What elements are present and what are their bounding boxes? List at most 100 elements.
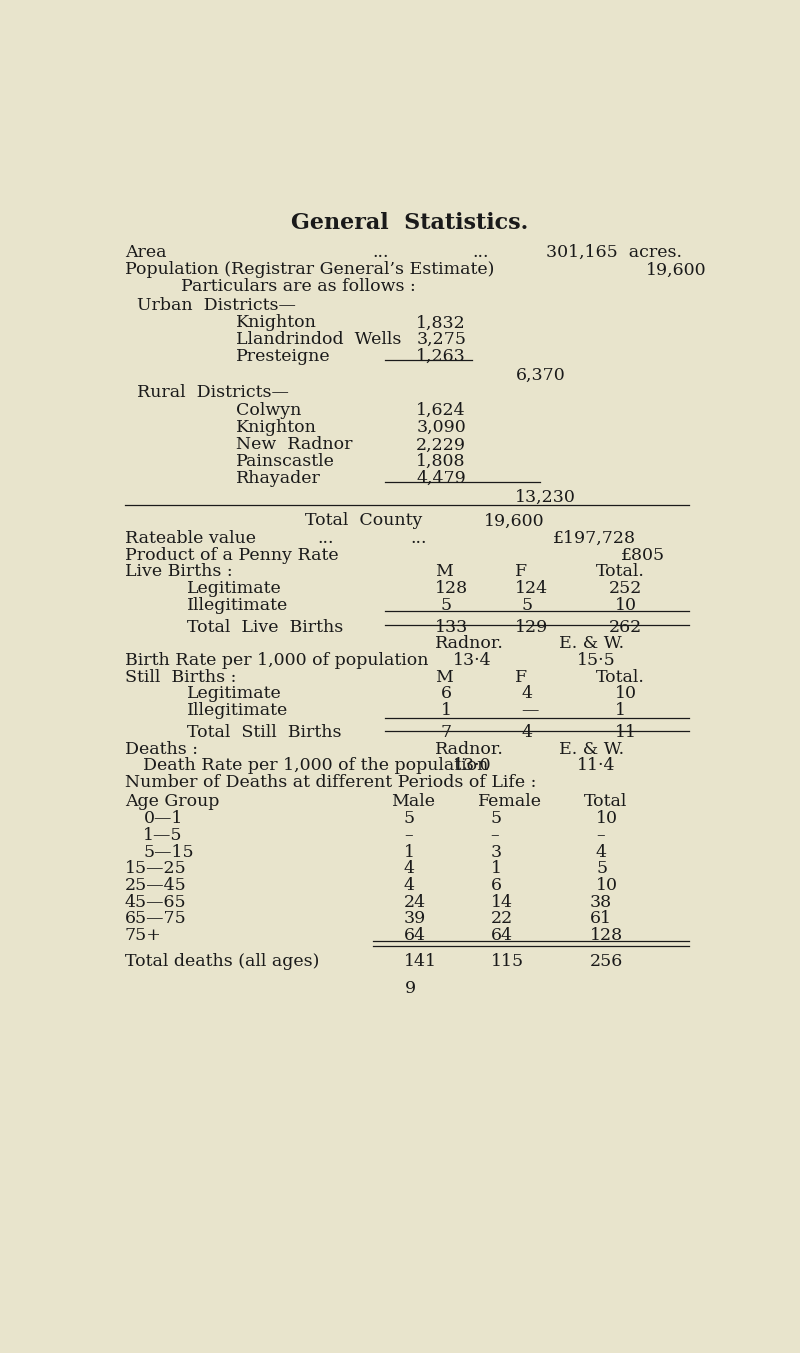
Text: 1,263: 1,263: [416, 348, 466, 365]
Text: 10: 10: [596, 877, 618, 894]
Text: Illegitimate: Illegitimate: [187, 597, 288, 614]
Text: Legitimate: Legitimate: [187, 580, 282, 597]
Text: Birth Rate per 1,000 of population: Birth Rate per 1,000 of population: [125, 652, 428, 668]
Text: New  Radnor: New Radnor: [237, 437, 353, 453]
Text: 6: 6: [490, 877, 502, 894]
Text: 5: 5: [441, 597, 452, 614]
Text: 5: 5: [596, 861, 607, 877]
Text: Death Rate per 1,000 of the population: Death Rate per 1,000 of the population: [143, 758, 489, 774]
Text: Total deaths (all ages): Total deaths (all ages): [125, 953, 319, 970]
Text: Total.: Total.: [596, 668, 645, 686]
Text: 3: 3: [490, 844, 502, 861]
Text: —: —: [522, 702, 539, 718]
Text: 301,165  acres.: 301,165 acres.: [546, 244, 682, 261]
Text: 11·4: 11·4: [578, 758, 616, 774]
Text: –: –: [596, 827, 605, 844]
Text: 1: 1: [490, 861, 502, 877]
Text: 256: 256: [590, 953, 623, 970]
Text: £805: £805: [621, 547, 665, 564]
Text: Male: Male: [391, 793, 435, 809]
Text: 9: 9: [405, 980, 415, 997]
Text: Rural  Districts—: Rural Districts—: [138, 384, 289, 402]
Text: M: M: [435, 563, 453, 580]
Text: 0—1: 0—1: [143, 810, 182, 828]
Text: 115: 115: [490, 953, 524, 970]
Text: 4: 4: [404, 877, 415, 894]
Text: 4: 4: [596, 844, 607, 861]
Text: Rhayader: Rhayader: [237, 469, 322, 487]
Text: 1,624: 1,624: [416, 402, 466, 419]
Text: Colwyn: Colwyn: [237, 402, 302, 419]
Text: 1—5: 1—5: [143, 827, 183, 844]
Text: Total  Still  Births: Total Still Births: [187, 724, 342, 741]
Text: Female: Female: [478, 793, 542, 809]
Text: 4,479: 4,479: [416, 469, 466, 487]
Text: Population (Registrar General’s Estimate): Population (Registrar General’s Estimate…: [125, 261, 494, 279]
Text: 13·4: 13·4: [454, 652, 492, 668]
Text: 13,230: 13,230: [515, 488, 576, 506]
Text: 1: 1: [614, 702, 626, 718]
Text: –: –: [490, 827, 499, 844]
Text: E. & W.: E. & W.: [558, 740, 624, 758]
Text: 11: 11: [614, 724, 637, 741]
Text: 10: 10: [614, 686, 637, 702]
Text: 24: 24: [404, 894, 426, 911]
Text: 14: 14: [490, 894, 513, 911]
Text: M: M: [435, 668, 453, 686]
Text: 4: 4: [404, 861, 415, 877]
Text: ...: ...: [317, 530, 334, 547]
Text: Radnor.: Radnor.: [435, 740, 504, 758]
Text: 19,600: 19,600: [485, 513, 545, 529]
Text: 133: 133: [435, 618, 468, 636]
Text: E. & W.: E. & W.: [558, 636, 624, 652]
Text: 3,275: 3,275: [416, 331, 466, 348]
Text: 5: 5: [522, 597, 533, 614]
Text: 7: 7: [441, 724, 452, 741]
Text: Knighton: Knighton: [237, 418, 318, 436]
Text: Illegitimate: Illegitimate: [187, 702, 288, 718]
Text: Total  County: Total County: [305, 513, 422, 529]
Text: ...: ...: [472, 244, 489, 261]
Text: Knighton: Knighton: [237, 314, 318, 331]
Text: £197,728: £197,728: [553, 530, 635, 547]
Text: 4: 4: [522, 686, 533, 702]
Text: 3,090: 3,090: [416, 418, 466, 436]
Text: 22: 22: [490, 911, 513, 927]
Text: Presteigne: Presteigne: [237, 348, 331, 365]
Text: 15—25: 15—25: [125, 861, 186, 877]
Text: 61: 61: [590, 911, 612, 927]
Text: General  Statistics.: General Statistics.: [291, 212, 529, 234]
Text: 45—65: 45—65: [125, 894, 186, 911]
Text: Urban  Districts—: Urban Districts—: [138, 296, 296, 314]
Text: 13·0: 13·0: [454, 758, 492, 774]
Text: 25—45: 25—45: [125, 877, 186, 894]
Text: F: F: [515, 563, 527, 580]
Text: 128: 128: [590, 927, 623, 944]
Text: Area: Area: [125, 244, 166, 261]
Text: Number of Deaths at different Periods of Life :: Number of Deaths at different Periods of…: [125, 774, 536, 792]
Text: 1,832: 1,832: [416, 314, 466, 331]
Text: Deaths :: Deaths :: [125, 740, 198, 758]
Text: 262: 262: [608, 618, 642, 636]
Text: 39: 39: [404, 911, 426, 927]
Text: 252: 252: [608, 580, 642, 597]
Text: Particulars are as follows :: Particulars are as follows :: [181, 277, 415, 295]
Text: 64: 64: [404, 927, 426, 944]
Text: 6,370: 6,370: [515, 367, 565, 383]
Text: 128: 128: [435, 580, 468, 597]
Text: 6: 6: [441, 686, 452, 702]
Text: Live Births :: Live Births :: [125, 563, 233, 580]
Text: Total  Live  Births: Total Live Births: [187, 618, 343, 636]
Text: 5: 5: [404, 810, 415, 828]
Text: Radnor.: Radnor.: [435, 636, 504, 652]
Text: 1: 1: [404, 844, 415, 861]
Text: Total: Total: [584, 793, 627, 809]
Text: F: F: [515, 668, 527, 686]
Text: 124: 124: [515, 580, 549, 597]
Text: Painscastle: Painscastle: [237, 453, 335, 469]
Text: Still  Births :: Still Births :: [125, 668, 236, 686]
Text: 2,229: 2,229: [416, 437, 466, 453]
Text: 38: 38: [590, 894, 612, 911]
Text: 4: 4: [522, 724, 533, 741]
Text: Age Group: Age Group: [125, 793, 219, 809]
